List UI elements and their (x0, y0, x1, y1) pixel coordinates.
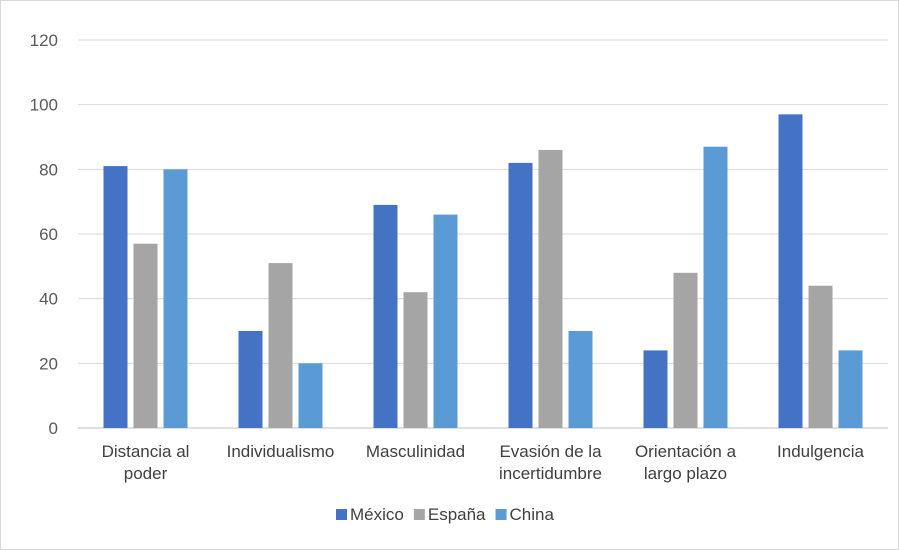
x-tick-label: Evasión de la (499, 442, 602, 461)
bars (103, 114, 863, 429)
legend-label-México: México (350, 505, 404, 524)
legend-label-China: China (510, 505, 555, 524)
y-axis-ticks: 0 20 40 60 80 100 120 (30, 31, 58, 438)
y-tick-label: 20 (39, 354, 58, 373)
gridlines (78, 39, 888, 429)
bar-China-2 (433, 214, 458, 428)
x-tick-label: Distancia al (102, 442, 190, 461)
x-tick-label: Indulgencia (777, 442, 865, 461)
y-tick-label: 40 (39, 290, 58, 309)
legend-swatch-México (336, 509, 347, 520)
bar-España-5 (808, 285, 833, 428)
bar-México-3 (508, 162, 533, 428)
y-tick-label: 120 (30, 31, 58, 50)
x-axis-labels: Distancia al poder Individualismo Masculini… (102, 442, 865, 483)
bar-China-4 (703, 146, 728, 428)
bar-España-1 (268, 263, 293, 428)
y-tick-label: 80 (39, 160, 58, 179)
x-tick-label: poder (124, 464, 168, 483)
legend: México España China (336, 505, 554, 524)
legend-swatch-España (413, 509, 425, 520)
y-tick-label: 60 (39, 225, 58, 244)
x-tick-label: Masculinidad (366, 442, 465, 461)
x-tick-label: incertidumbre (499, 464, 602, 483)
bar-México-2 (373, 204, 398, 428)
x-tick-label: Individualismo (227, 442, 335, 461)
bar-China-1 (298, 363, 323, 428)
x-tick-label: Orientación a (635, 442, 737, 461)
bar-México-0 (103, 166, 128, 428)
y-tick-label: 0 (49, 419, 58, 438)
bar-España-0 (133, 243, 158, 428)
bar-España-2 (403, 292, 428, 428)
bar-China-0 (163, 169, 188, 429)
bar-México-5 (778, 114, 803, 428)
bar-España-3 (538, 149, 563, 428)
bar-China-3 (568, 331, 593, 428)
bar-México-1 (238, 331, 263, 428)
bar-China-5 (838, 350, 863, 428)
legend-label-España: España (428, 505, 486, 524)
x-tick-label: largo plazo (644, 464, 727, 483)
legend-swatch-China (495, 509, 507, 520)
bar-México-4 (643, 350, 668, 428)
y-tick-label: 100 (30, 96, 58, 115)
bar-España-4 (673, 272, 698, 428)
